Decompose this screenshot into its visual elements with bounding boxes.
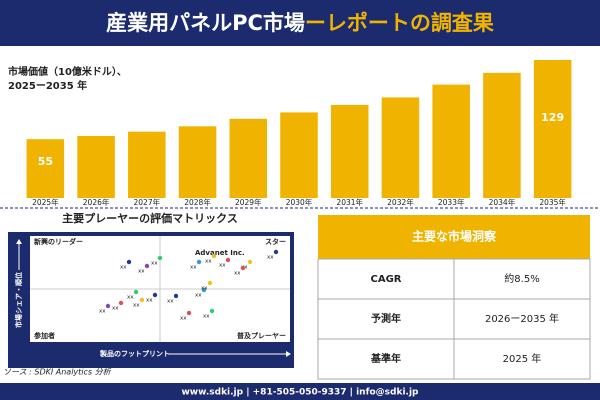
value-label: 129 <box>541 111 564 124</box>
quadrant-label: スター <box>265 237 286 246</box>
chart-subtitle: 市場価値（10億米ドル）、 <box>8 65 127 78</box>
footer-band <box>0 383 600 400</box>
player-label: xx <box>219 263 226 269</box>
table-value: 2026ー2035 年 <box>485 312 559 325</box>
player-label: xx <box>267 255 274 261</box>
x-tick-label: 2032年 <box>387 197 414 207</box>
player-dot <box>240 265 246 271</box>
player-dot <box>152 292 158 298</box>
quadrant-label: 普及プレーヤー <box>237 331 286 340</box>
highlight-label: Advanet Inc. <box>195 249 245 257</box>
player-label: xx <box>133 303 140 309</box>
player-dot <box>225 257 231 263</box>
x-tick-label: 2031年 <box>336 197 363 207</box>
title-highlight: ーレポートの調査果 <box>305 11 494 35</box>
bar <box>381 97 420 198</box>
player-dot <box>133 289 139 295</box>
bar <box>128 131 166 198</box>
x-tick-label: 2033年 <box>438 197 465 207</box>
table-key: 予測年 <box>371 312 401 325</box>
x-axis-label: 製品のフットプリント <box>99 349 170 358</box>
player-label: xx <box>127 295 134 301</box>
bar <box>533 60 572 198</box>
player-label: xx <box>112 306 119 312</box>
player-label: xx <box>190 265 197 271</box>
player-dot <box>118 300 124 306</box>
value-label: 55 <box>38 155 53 168</box>
player-dot <box>247 259 253 265</box>
player-dot <box>139 297 145 303</box>
header-band <box>0 0 600 46</box>
x-tick-label: 2029年 <box>235 197 262 207</box>
axis-arrow <box>286 351 291 357</box>
matrix-title: 主要プレーヤーの評価マトリックス <box>62 211 238 225</box>
chart-subtitle: 2025ー2035 年 <box>8 79 87 92</box>
bar <box>77 135 115 198</box>
bar <box>330 104 369 198</box>
quadrant-label: 参加者 <box>34 331 55 340</box>
x-tick-label: 2027年 <box>134 197 161 207</box>
table-key: 基準年 <box>370 352 401 365</box>
player-dot <box>207 280 213 286</box>
bar <box>280 112 318 198</box>
player-label: xx <box>138 269 145 275</box>
player-label: xx <box>167 299 174 305</box>
axis-arrow <box>16 239 22 244</box>
player-label: xx <box>234 271 241 277</box>
footer: www.sdki.jp | +81-505-050-9337 | info@sd… <box>181 388 419 398</box>
x-tick-label: 2034年 <box>489 197 516 207</box>
bar <box>229 118 268 198</box>
y-axis-label: 市場シェア・順位 <box>14 272 23 328</box>
x-tick-label: 2030年 <box>286 197 313 207</box>
bar <box>178 126 217 198</box>
bar <box>432 84 470 198</box>
x-tick-label: 2028年 <box>184 197 211 207</box>
player-dot <box>201 287 207 293</box>
player-label: xx <box>195 293 202 299</box>
player-label: xx <box>203 314 210 320</box>
table-header: 主要な市場洞察 <box>412 229 497 244</box>
table-value: 2025 年 <box>503 352 542 365</box>
bar <box>483 72 521 198</box>
player-dot <box>157 255 163 261</box>
player-label: xx <box>120 265 127 271</box>
quadrant-label: 新興のリーダー <box>34 237 83 246</box>
player-dot <box>144 263 150 269</box>
header-title: 産業用パネルPC市場ーレポートの調査果 <box>106 11 494 35</box>
player-dot <box>211 253 217 259</box>
player-label: xx <box>180 316 187 322</box>
player-label: xx <box>99 309 106 315</box>
source: ソース : SDKI Analytics 分析 <box>3 368 112 377</box>
player-label: xx <box>205 259 212 265</box>
player-dot <box>196 259 202 265</box>
player-dot <box>126 259 132 265</box>
table-header-bg <box>318 215 590 259</box>
x-tick-label: 2035年 <box>539 197 566 207</box>
player-label: xx <box>146 298 153 304</box>
bar <box>26 139 65 198</box>
player-dot <box>186 310 192 316</box>
player-dot <box>209 308 215 314</box>
player-dot <box>105 303 111 309</box>
table-value: 約8.5% <box>504 272 539 285</box>
table-key: CAGR <box>371 274 402 285</box>
player-dot <box>273 249 279 255</box>
x-tick-label: 2026年 <box>83 197 110 207</box>
player-label: xx <box>151 261 158 267</box>
title-main: 産業用パネルPC市場 <box>106 11 305 35</box>
x-tick-label: 2025年 <box>32 197 59 207</box>
player-label: xx <box>201 286 208 292</box>
player-dot <box>173 293 179 299</box>
